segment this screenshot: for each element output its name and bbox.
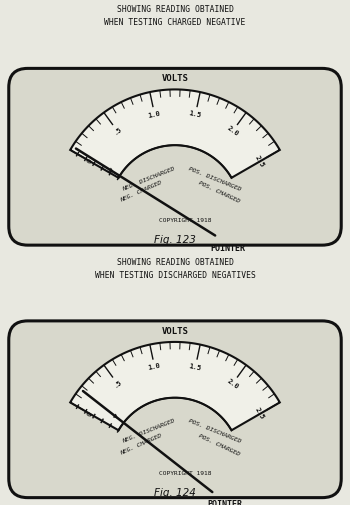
Text: COPYRIGHT 1918: COPYRIGHT 1918 (159, 219, 212, 223)
Text: POINTER: POINTER (207, 500, 242, 505)
Text: 2.0: 2.0 (226, 378, 239, 390)
Text: POS. CHARGED: POS. CHARGED (198, 181, 241, 205)
Polygon shape (70, 89, 280, 178)
Text: 0: 0 (86, 158, 94, 165)
Text: 0: 0 (86, 411, 94, 417)
Text: .5: .5 (112, 379, 123, 389)
Text: POS. DISCHARGED: POS. DISCHARGED (188, 166, 242, 192)
Text: 2.5: 2.5 (254, 407, 266, 421)
Text: POS. DISCHARGED: POS. DISCHARGED (188, 419, 242, 444)
Text: 1.0: 1.0 (148, 363, 161, 372)
Text: Fig. 124: Fig. 124 (154, 488, 196, 497)
Text: SHOWING READING OBTAINED
WHEN TESTING DISCHARGED NEGATIVES: SHOWING READING OBTAINED WHEN TESTING DI… (94, 258, 256, 280)
Text: NEG. CHARGED: NEG. CHARGED (120, 180, 163, 203)
Polygon shape (70, 342, 280, 430)
Text: 2.0: 2.0 (226, 125, 239, 137)
Text: 1.5: 1.5 (189, 111, 202, 119)
Text: 1.5: 1.5 (189, 363, 202, 372)
Text: VOLTS: VOLTS (162, 74, 188, 83)
FancyBboxPatch shape (9, 321, 341, 497)
Text: POINTER: POINTER (210, 244, 245, 253)
Text: Fig. 123: Fig. 123 (154, 235, 196, 245)
Text: 2.5: 2.5 (254, 155, 266, 169)
Text: .5: .5 (112, 126, 123, 136)
FancyBboxPatch shape (9, 68, 341, 245)
Text: NEG. DISCHARGED: NEG. DISCHARGED (122, 419, 176, 444)
Text: COPYRIGHT 1918: COPYRIGHT 1918 (159, 471, 212, 476)
Text: VOLTS: VOLTS (162, 327, 188, 336)
Text: SHOWING READING OBTAINED
WHEN TESTING CHARGED NEGATIVE: SHOWING READING OBTAINED WHEN TESTING CH… (104, 5, 246, 27)
Text: POS. CHARGED: POS. CHARGED (198, 433, 241, 457)
Text: 1.0: 1.0 (148, 111, 161, 119)
Text: NEG. DISCHARGED: NEG. DISCHARGED (122, 166, 176, 192)
Text: NEG. CHARGED: NEG. CHARGED (120, 433, 163, 456)
